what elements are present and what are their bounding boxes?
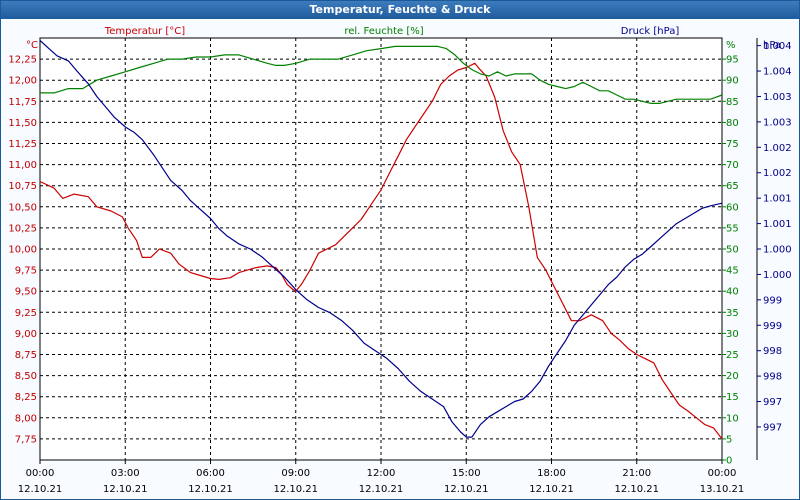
x-tick-date: 12.10.21 <box>529 484 574 495</box>
right-tick-label: 1.004 <box>763 41 792 52</box>
x-tick-date: 12.10.21 <box>188 484 233 495</box>
right-tick-label: 1.001 <box>763 194 792 205</box>
left-tick-label: 8,75 <box>15 350 37 361</box>
x-tick-date: 12.10.21 <box>103 484 148 495</box>
middle-tick-label: 60 <box>726 202 739 213</box>
right-tick-label: 999 <box>763 321 782 332</box>
x-tick-date: 12.10.21 <box>273 484 318 495</box>
left-axis-unit: °C <box>26 40 38 51</box>
left-tick-label: 11,75 <box>8 97 37 108</box>
left-tick-label: 10,25 <box>8 223 37 234</box>
x-tick-time: 09:00 <box>281 468 310 479</box>
right-tick-label: 997 <box>763 397 782 408</box>
middle-tick-label: 20 <box>726 371 739 382</box>
right-axis-unit: hPa <box>763 40 781 51</box>
right-tick-label: 1.002 <box>763 168 792 179</box>
right-tick-label: 998 <box>763 372 782 383</box>
middle-tick-label: 85 <box>726 97 739 108</box>
middle-axis-unit: % <box>726 40 736 51</box>
left-tick-label: 7,75 <box>15 434 37 445</box>
left-tick-label: 8,00 <box>15 413 37 424</box>
x-tick-time: 00:00 <box>26 468 55 479</box>
middle-tick-label: 25 <box>726 350 739 361</box>
left-tick-label: 11,50 <box>8 118 37 129</box>
middle-tick-label: 95 <box>726 55 739 66</box>
legend-entry: rel. Feuchte [%] <box>344 26 423 37</box>
axes: 7,75 8,00 8,25 8,50 8,75 9,00 9,25 9,50 9,75 10,0… <box>8 38 792 495</box>
right-tick-label: 997 <box>763 422 782 433</box>
middle-tick-label: 30 <box>726 329 739 340</box>
left-tick-label: 10,50 <box>8 202 37 213</box>
series-line-right <box>39 40 723 438</box>
left-tick-label: 9,00 <box>15 329 37 340</box>
middle-tick-label: 70 <box>726 160 739 171</box>
x-tick-time: 21:00 <box>622 468 651 479</box>
right-tick-label: 1.004 <box>763 67 792 78</box>
x-tick-time: 15:00 <box>452 468 481 479</box>
legend-entry: Temperatur [°C] <box>104 26 185 37</box>
series-line-middle <box>40 45 723 104</box>
left-tick-label: 9,25 <box>15 308 37 319</box>
x-tick-time: 00:00 <box>708 468 737 479</box>
right-tick-label: 999 <box>763 295 782 306</box>
middle-tick-label: 35 <box>726 308 739 319</box>
middle-tick-label: 45 <box>726 266 739 277</box>
middle-tick-label: 40 <box>726 287 739 298</box>
middle-tick-label: 0 <box>726 456 732 467</box>
x-tick-date: 12.10.21 <box>18 484 63 495</box>
left-tick-label: 9,75 <box>15 266 37 277</box>
left-tick-label: 12,00 <box>8 76 37 87</box>
right-tick-label: 1.000 <box>763 245 792 256</box>
x-tick-time: 03:00 <box>111 468 140 479</box>
left-tick-label: 9,50 <box>15 287 37 298</box>
legend-entry: Druck [hPa] <box>621 26 680 37</box>
x-tick-date: 12.10.21 <box>444 484 489 495</box>
middle-tick-label: 15 <box>726 392 739 403</box>
series-line-left <box>39 62 723 440</box>
left-tick-label: 11,00 <box>8 160 37 171</box>
chart-title: Temperatur, Feuchte & Druck <box>1 1 799 19</box>
right-tick-label: 1.002 <box>763 143 792 154</box>
left-tick-label: 10,00 <box>8 245 37 256</box>
left-tick-label: 12,25 <box>8 55 37 66</box>
left-tick-label: 10,75 <box>8 181 37 192</box>
middle-tick-label: 10 <box>726 413 739 424</box>
right-tick-label: 1.000 <box>763 270 792 281</box>
right-tick-label: 1.003 <box>763 92 792 103</box>
x-tick-date: 13.10.21 <box>700 484 745 495</box>
middle-tick-label: 75 <box>726 139 739 150</box>
middle-tick-label: 65 <box>726 181 739 192</box>
left-tick-label: 11,25 <box>8 139 37 150</box>
x-tick-time: 12:00 <box>367 468 396 479</box>
right-tick-label: 1.003 <box>763 117 792 128</box>
x-tick-time: 18:00 <box>537 468 566 479</box>
middle-tick-label: 50 <box>726 245 739 256</box>
middle-tick-label: 5 <box>726 434 732 445</box>
series <box>39 40 723 440</box>
x-tick-date: 12.10.21 <box>359 484 404 495</box>
middle-tick-label: 80 <box>726 118 739 129</box>
middle-tick-label: 55 <box>726 223 739 234</box>
middle-tick-label: 90 <box>726 76 739 87</box>
x-tick-date: 12.10.21 <box>614 484 659 495</box>
grid <box>40 38 722 460</box>
left-tick-label: 8,25 <box>15 392 37 403</box>
right-tick-label: 1.001 <box>763 219 792 230</box>
right-tick-label: 998 <box>763 346 782 357</box>
legend: Temperatur [°C] rel. Feuchte [%] Druck [hP… <box>104 26 680 37</box>
x-tick-time: 06:00 <box>196 468 225 479</box>
left-tick-label: 8,50 <box>15 371 37 382</box>
